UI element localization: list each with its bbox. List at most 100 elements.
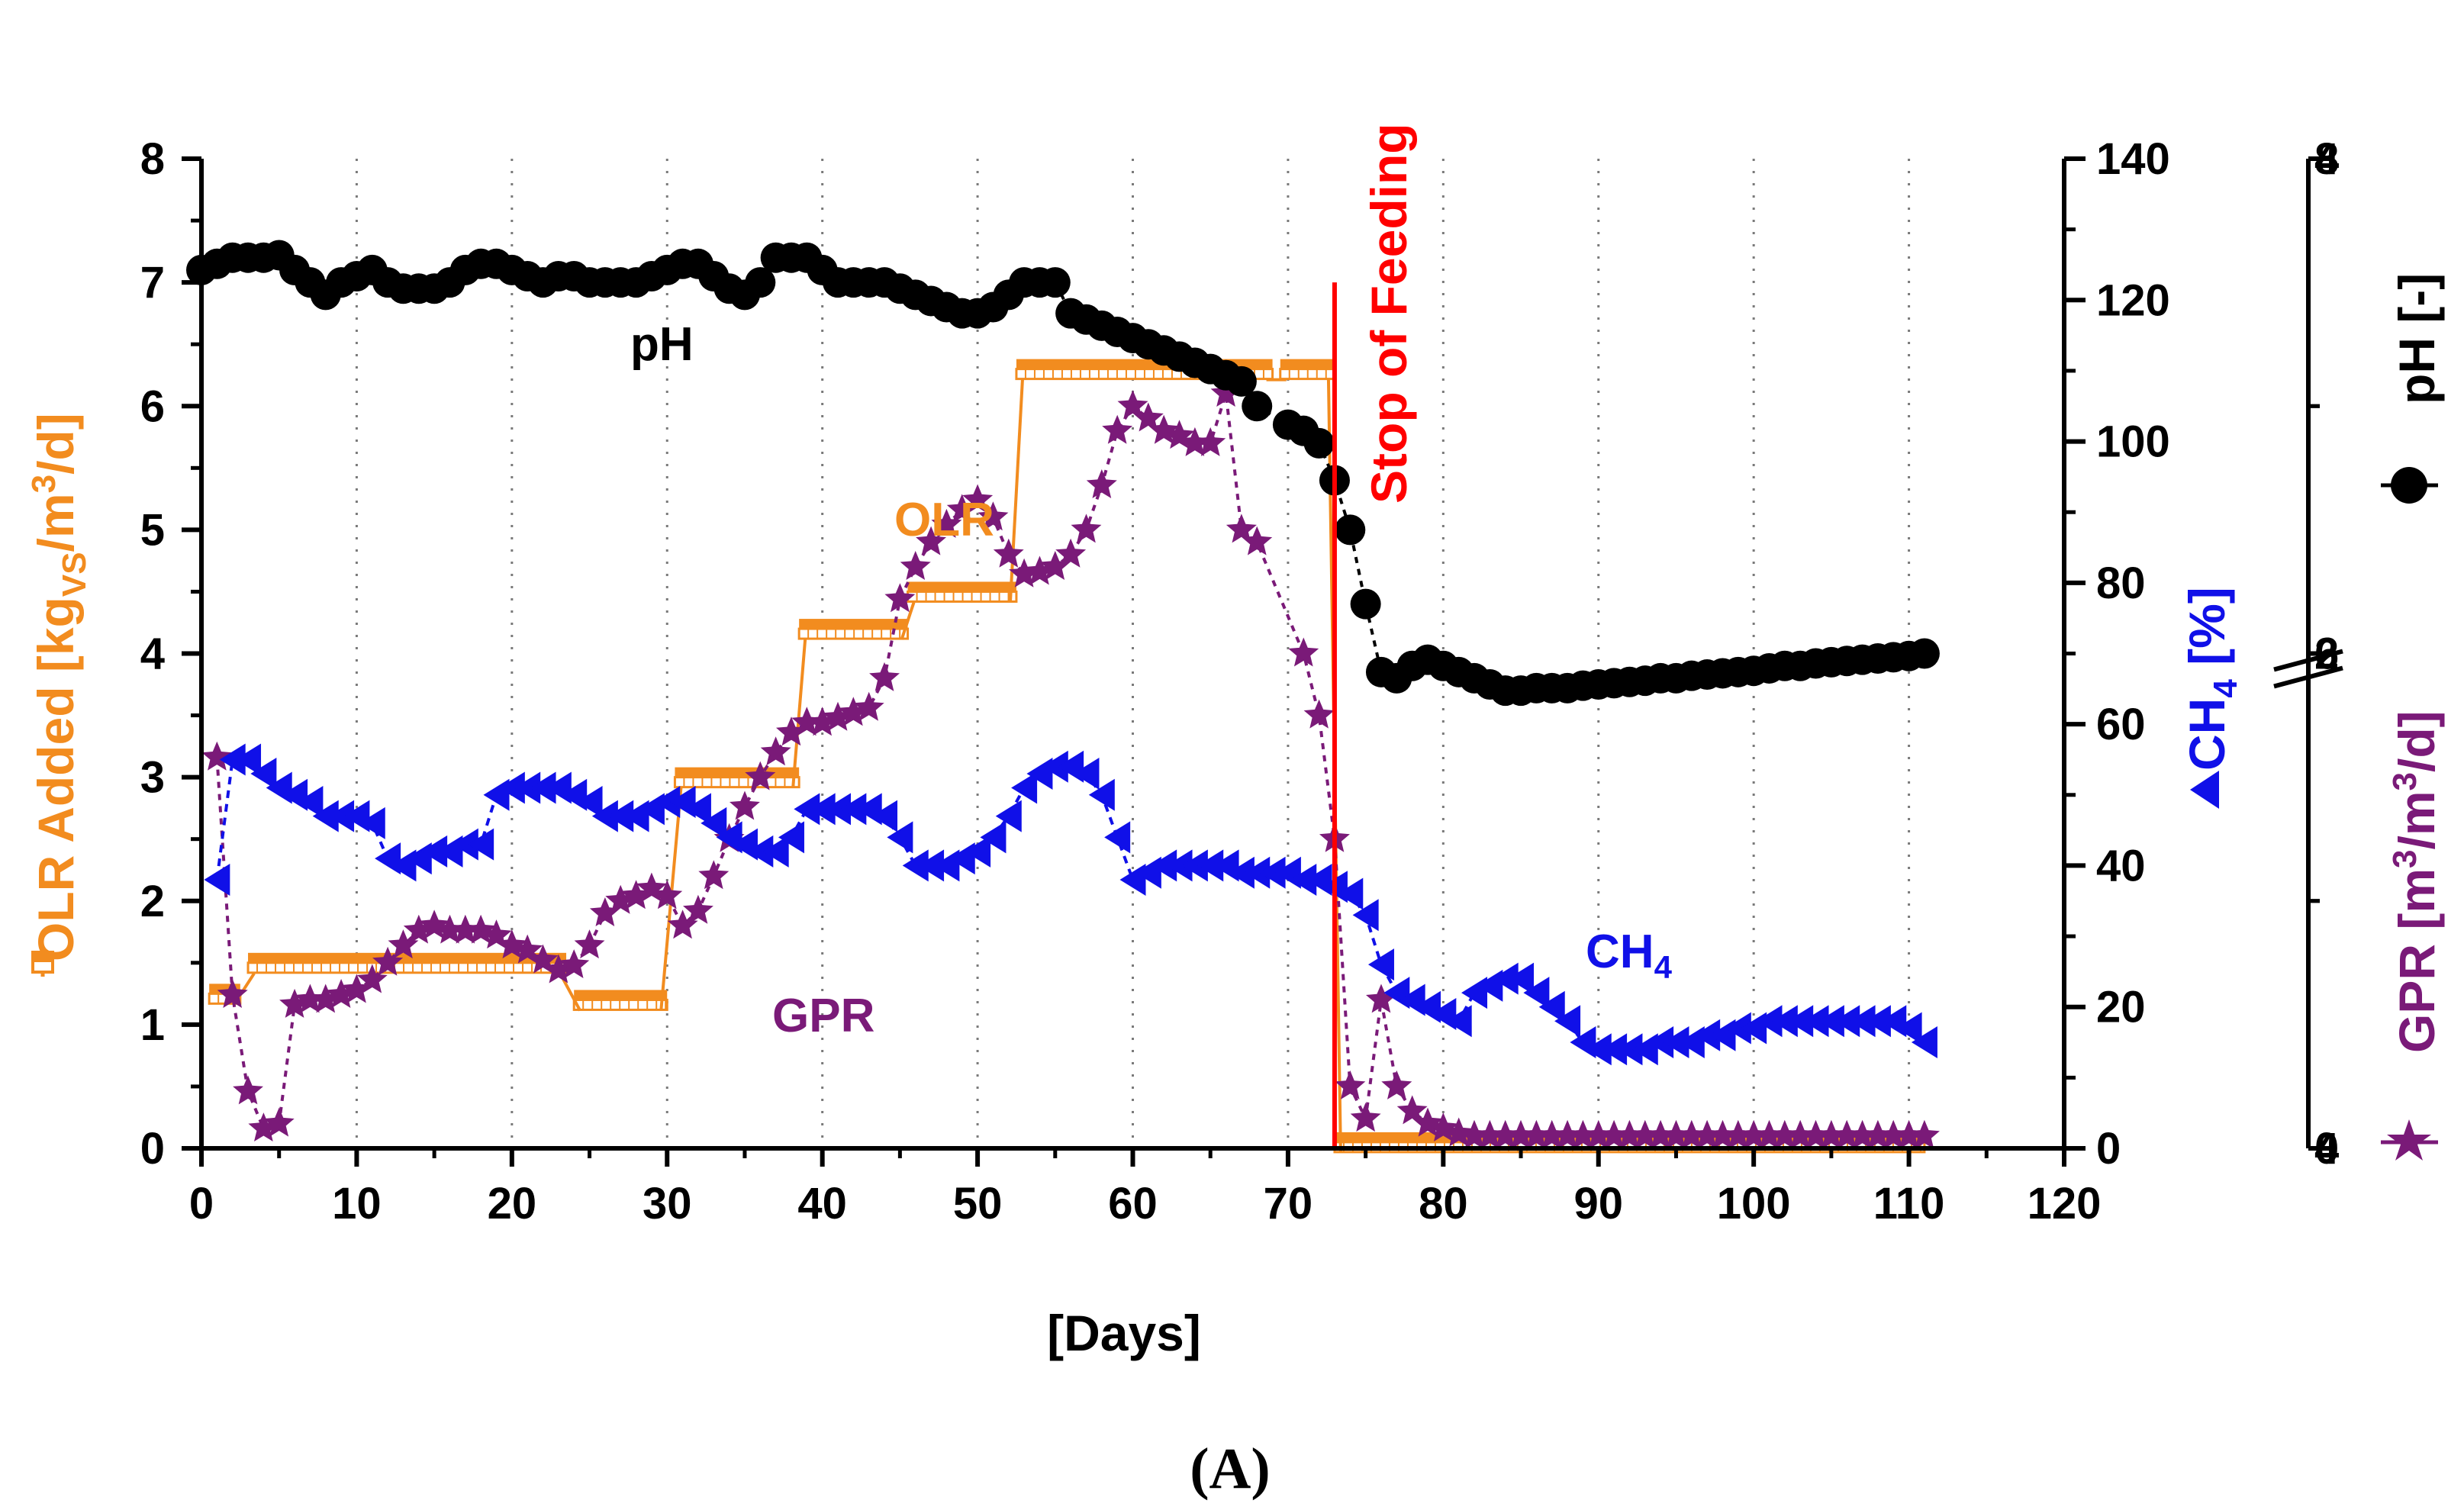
gpr-point <box>916 526 946 555</box>
ph-point <box>1242 391 1273 422</box>
gpr-point <box>776 716 807 746</box>
gpr-point <box>1335 1070 1366 1099</box>
x-tick-label: 110 <box>1873 1179 1945 1228</box>
gpr-point <box>1366 984 1396 1013</box>
gpr-point <box>1521 1119 1552 1149</box>
ch4-legend-icon <box>2190 771 2219 809</box>
olr-step-bottom <box>572 998 668 1011</box>
x-tick-label: 120 <box>2028 1179 2102 1228</box>
ch4-point <box>1042 750 1068 783</box>
left-tick-label: 0 <box>140 1124 165 1174</box>
olr-step-top <box>799 619 908 629</box>
ch4-point <box>1787 1005 1814 1038</box>
ch4-point <box>1694 1019 1721 1051</box>
ch4-point <box>887 821 913 854</box>
olr-connector <box>1008 379 1024 603</box>
gpr-point <box>1242 526 1273 555</box>
gpr-point <box>589 897 620 926</box>
x-tick-label: 100 <box>1717 1179 1791 1228</box>
ch4-point <box>1508 962 1535 995</box>
gpr-point <box>1567 1119 1599 1149</box>
ch4-point <box>1663 1026 1689 1059</box>
gpr-axis-title-sup1: 3 <box>2386 849 2424 868</box>
gpr-point <box>978 501 1009 531</box>
gpr-point <box>1102 414 1133 444</box>
ch4-point <box>514 771 541 804</box>
ch4-point <box>1771 1005 1798 1038</box>
ch4-point <box>1228 856 1255 889</box>
gpr-point <box>1055 538 1087 568</box>
gpr-point <box>449 914 481 944</box>
ch4-point <box>1290 863 1317 896</box>
gpr-point <box>217 979 248 1008</box>
gpr-point <box>1474 1119 1506 1149</box>
ch4-point <box>1244 856 1271 889</box>
gpr-axis-title-main: GPR [m <box>2388 868 2445 1053</box>
ch4-tick-label: 60 <box>2096 700 2146 749</box>
ch4-point <box>1181 849 1208 882</box>
ch4-series-label: CH4 <box>1586 926 1673 985</box>
gpr-series-label: GPR <box>772 990 874 1042</box>
gpr-point <box>1676 1119 1707 1149</box>
gpr-point <box>1086 469 1117 498</box>
gpr-point <box>1692 1119 1723 1149</box>
gpr-point <box>900 551 931 580</box>
gpr-point <box>1195 427 1226 456</box>
ch4-tick-label: 100 <box>2096 417 2170 467</box>
left-tick-label: 1 <box>140 1000 165 1050</box>
left-axis-title-sub: VS <box>56 552 93 597</box>
ch4-point <box>219 743 246 776</box>
ch4-point <box>1864 1005 1891 1038</box>
left-tick-label: 8 <box>140 134 165 184</box>
gpr-point <box>1583 1119 1614 1149</box>
ch4-point <box>1011 771 1038 804</box>
ch4-point <box>312 800 339 832</box>
gpr-point <box>760 736 791 766</box>
ch4-point <box>902 849 929 882</box>
gpr-point <box>1117 390 1148 420</box>
ph-series-label: pH <box>630 318 694 371</box>
gpr-point <box>1303 699 1335 729</box>
left-tick-label: 6 <box>140 382 165 431</box>
olr-series-label: OLR <box>894 494 994 546</box>
ch4-point <box>1802 1005 1829 1038</box>
gpr-point <box>574 929 605 959</box>
gpr-point <box>559 949 590 978</box>
ch4-point <box>1523 977 1550 1009</box>
olr-connector <box>900 601 916 640</box>
gpr-point <box>1909 1119 1940 1149</box>
gpr-point <box>730 790 760 820</box>
gpr-point <box>1210 378 1242 407</box>
ch4-point <box>607 800 634 832</box>
ch4-point <box>591 800 618 832</box>
ch4-point <box>328 800 355 832</box>
ch4-point <box>1073 757 1100 790</box>
gpr-point <box>1459 1119 1490 1149</box>
ph-point <box>1335 514 1366 546</box>
ph-point <box>1039 267 1071 298</box>
olr-connector <box>791 639 807 788</box>
ch4-point <box>1352 899 1379 932</box>
gpr-point <box>652 880 683 910</box>
olr-step-top <box>248 952 567 963</box>
ch4-point <box>1166 849 1193 882</box>
gpr-point <box>1039 551 1071 580</box>
x-tick-label: 60 <box>1108 1179 1158 1228</box>
ch4-point <box>530 771 556 804</box>
left-tick-label: 7 <box>140 258 165 307</box>
gpr-point <box>931 508 962 538</box>
ch4-point <box>684 793 711 826</box>
ch4-point <box>1197 849 1224 882</box>
gpr-point <box>434 914 465 944</box>
ch4-tick-label: 140 <box>2096 134 2170 184</box>
gpr-point <box>1536 1119 1567 1149</box>
gpr-point <box>341 974 372 1003</box>
ch4-point <box>483 778 510 811</box>
x-tick-label: 10 <box>332 1179 382 1228</box>
gpr-point <box>1645 1119 1676 1149</box>
ch4-point <box>965 835 991 868</box>
gpr-point <box>1443 1117 1474 1147</box>
gpr-point <box>1226 514 1257 543</box>
gpr-point <box>1769 1119 1800 1149</box>
